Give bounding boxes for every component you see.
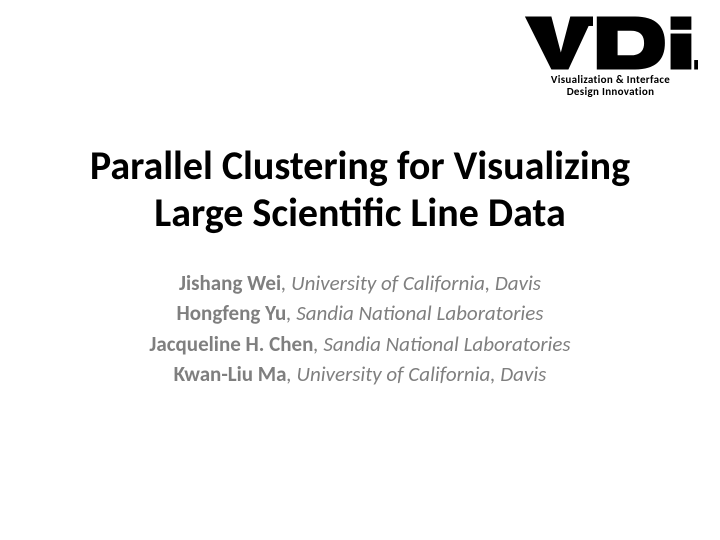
title-line-1: Parallel Clustering for Visualizing xyxy=(30,142,690,189)
title-line-2: Large Scientific Line Data xyxy=(30,189,690,236)
title-slide: Visualization & Interface Design Innovat… xyxy=(0,0,720,540)
author-row: Kwan-Liu Ma, University of California, D… xyxy=(0,359,720,389)
vidi-logo: Visualization & Interface Design Innovat… xyxy=(523,14,698,97)
author-affiliation: , University of California, Davis xyxy=(287,361,547,387)
author-name: Hongfeng Yu xyxy=(177,300,287,326)
author-affiliation: , Sandia National Laboratories xyxy=(313,331,570,357)
author-affiliation: , Sandia National Laboratories xyxy=(286,300,543,326)
author-row: Jacqueline H. Chen, Sandia National Labo… xyxy=(0,329,720,359)
author-row: Jishang Wei, University of California, D… xyxy=(0,268,720,298)
author-name: Jacqueline H. Chen xyxy=(149,331,313,357)
logo-tagline-2: Design Innovation xyxy=(523,86,698,98)
slide-title: Parallel Clustering for Visualizing Larg… xyxy=(0,142,720,236)
author-affiliation: , University of California, Davis xyxy=(281,270,541,296)
logo-tagline-1: Visualization & Interface xyxy=(523,74,698,86)
author-name: Kwan-Liu Ma xyxy=(174,361,287,387)
author-name: Jishang Wei xyxy=(179,270,281,296)
author-list: Jishang Wei, University of California, D… xyxy=(0,268,720,390)
author-row: Hongfeng Yu, Sandia National Laboratorie… xyxy=(0,298,720,328)
vidi-logo-mark xyxy=(523,14,698,72)
